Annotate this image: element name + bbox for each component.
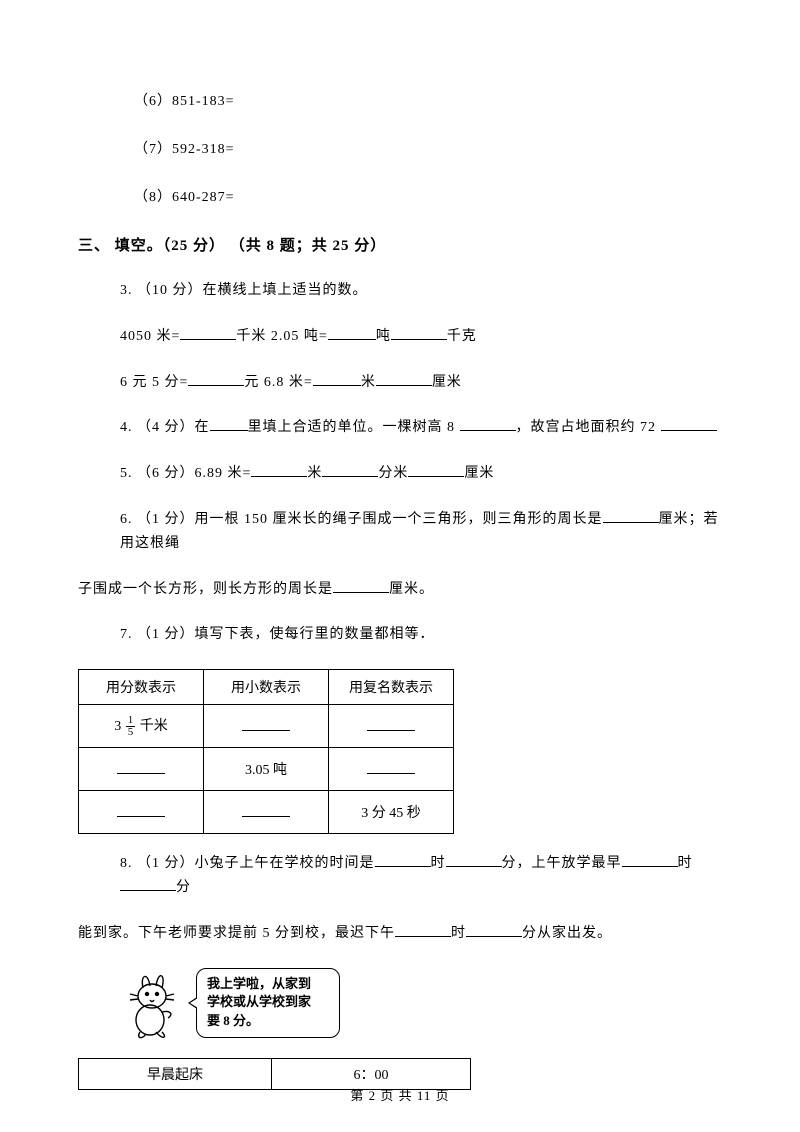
blank[interactable] bbox=[408, 462, 464, 477]
page: （6）851-183= （7）592-318= （8）640-287= 三、 填… bbox=[0, 0, 800, 1132]
blank[interactable] bbox=[661, 416, 717, 431]
blank[interactable] bbox=[210, 416, 248, 431]
blank[interactable] bbox=[313, 371, 361, 386]
blank[interactable] bbox=[322, 462, 378, 477]
p3-l1-c: 吨 bbox=[376, 329, 391, 344]
calc-q7: （7）592-318= bbox=[134, 138, 722, 158]
frac-num: 1 bbox=[126, 715, 136, 727]
p4-b: 里填上合适的单位。一棵树高 8 bbox=[248, 420, 460, 435]
t7-r1c3[interactable] bbox=[329, 705, 454, 748]
p3-l2-a: 6 元 5 分= bbox=[120, 375, 188, 390]
p4-a: 4. （4 分）在 bbox=[120, 420, 210, 435]
bubble-l1: 我上学啦，从家到 bbox=[207, 975, 329, 994]
t7-r1c1-pre: 3 bbox=[114, 719, 125, 734]
p3-l1-d: 千克 bbox=[447, 329, 477, 344]
problem-6-line2: 子围成一个长方形，则长方形的周长是 厘米。 bbox=[78, 578, 722, 602]
calc-q6: （6）851-183= bbox=[134, 90, 722, 110]
p3-l1-a: 4050 米= bbox=[120, 329, 180, 344]
p8-f: 能到家。下午老师要求提前 5 分到校，最迟下午 bbox=[78, 926, 395, 941]
problem-3-head: 3. （10 分）在横线上填上适当的数。 bbox=[120, 279, 722, 303]
blank[interactable] bbox=[251, 462, 307, 477]
blank[interactable] bbox=[375, 852, 431, 867]
speech-bubble: 我上学啦，从家到 学校或从学校到家 要 8 分。 bbox=[196, 968, 340, 1039]
t7-r3c2[interactable] bbox=[204, 791, 329, 834]
blank[interactable] bbox=[328, 325, 376, 340]
t7-r3c3: 3 分 45 秒 bbox=[329, 791, 454, 834]
bunny-illustration: 我上学啦，从家到 学校或从学校到家 要 8 分。 bbox=[120, 968, 722, 1044]
frac-den: 5 bbox=[126, 727, 136, 738]
p5-a: 5. （6 分）6.89 米= bbox=[120, 466, 251, 481]
p8-h: 分从家出发。 bbox=[522, 926, 612, 941]
t7-r2c2: 3.05 吨 bbox=[204, 748, 329, 791]
p8-e: 分 bbox=[176, 880, 191, 895]
blank[interactable] bbox=[395, 922, 451, 937]
p8-c: 分，上午放学最早 bbox=[502, 856, 622, 871]
blank[interactable] bbox=[466, 922, 522, 937]
blank[interactable] bbox=[446, 852, 502, 867]
t7-r2c1[interactable] bbox=[79, 748, 204, 791]
p4-c: ，故宫占地面积约 72 bbox=[516, 420, 661, 435]
blank[interactable] bbox=[242, 802, 290, 817]
blank[interactable] bbox=[120, 876, 176, 891]
p8-d: 时 bbox=[678, 856, 693, 871]
p5-c: 分米 bbox=[378, 466, 408, 481]
p3-l2-b: 元 6.8 米= bbox=[244, 375, 312, 390]
t7-h3: 用复名数表示 bbox=[329, 670, 454, 705]
fraction-1-5: 15 bbox=[126, 715, 136, 738]
p8-a: 8. （1 分）小兔子上午在学校的时间是 bbox=[120, 856, 375, 871]
blank[interactable] bbox=[188, 371, 244, 386]
table-7: 用分数表示 用小数表示 用复名数表示 3 15 千米 3.05 吨 3 分 45… bbox=[78, 669, 454, 834]
blank[interactable] bbox=[603, 508, 659, 523]
blank[interactable] bbox=[333, 578, 389, 593]
blank[interactable] bbox=[460, 416, 516, 431]
p6-d: 厘米。 bbox=[389, 582, 434, 597]
t7-r3c1[interactable] bbox=[79, 791, 204, 834]
problem-8-line2: 能到家。下午老师要求提前 5 分到校，最迟下午 时 分从家出发。 bbox=[78, 922, 722, 946]
p6-c: 子围成一个长方形，则长方形的周长是 bbox=[78, 582, 333, 597]
blank[interactable] bbox=[367, 759, 415, 774]
t7-r1c2[interactable] bbox=[204, 705, 329, 748]
problem-3-line2: 6 元 5 分= 元 6.8 米= 米 厘米 bbox=[120, 371, 722, 395]
blank[interactable] bbox=[117, 802, 165, 817]
t7-h1: 用分数表示 bbox=[79, 670, 204, 705]
problem-5: 5. （6 分）6.89 米= 米 分米 厘米 bbox=[120, 462, 722, 486]
blank[interactable] bbox=[391, 325, 447, 340]
problem-4: 4. （4 分）在 里填上合适的单位。一棵树高 8 ，故宫占地面积约 72 bbox=[120, 416, 722, 440]
t7-h2: 用小数表示 bbox=[204, 670, 329, 705]
page-footer: 第 2 页 共 11 页 bbox=[0, 1085, 800, 1104]
blank[interactable] bbox=[622, 852, 678, 867]
problem-8-line1: 8. （1 分）小兔子上午在学校的时间是 时 分，上午放学最早 时分 bbox=[120, 852, 722, 900]
blank[interactable] bbox=[367, 716, 415, 731]
p5-b: 米 bbox=[307, 466, 322, 481]
bubble-l3: 要 8 分。 bbox=[207, 1012, 329, 1031]
p8-g: 时 bbox=[451, 926, 466, 941]
problem-7-head: 7. （1 分）填写下表，使每行里的数量都相等． bbox=[120, 623, 722, 647]
p3-l1-b: 千米 2.05 吨= bbox=[236, 329, 327, 344]
problem-6-line1: 6. （1 分）用一根 150 厘米长的绳子围成一个三角形，则三角形的周长是厘米… bbox=[120, 508, 722, 556]
bunny-icon bbox=[120, 968, 190, 1044]
p5-d: 厘米 bbox=[464, 466, 494, 481]
section-3-heading: 三、 填空。（25 分） （共 8 题；共 25 分） bbox=[78, 234, 722, 255]
p8-b: 时 bbox=[431, 856, 446, 871]
t7-r2c3[interactable] bbox=[329, 748, 454, 791]
p6-a: 6. （1 分）用一根 150 厘米长的绳子围成一个三角形，则三角形的周长是 bbox=[120, 512, 603, 527]
p3-l2-c: 米 bbox=[361, 375, 376, 390]
calc-q8: （8）640-287= bbox=[134, 186, 722, 206]
blank[interactable] bbox=[376, 371, 432, 386]
blank[interactable] bbox=[242, 716, 290, 731]
blank[interactable] bbox=[117, 759, 165, 774]
p3-l2-d: 厘米 bbox=[432, 375, 462, 390]
problem-3-line1: 4050 米= 千米 2.05 吨= 吨 千克 bbox=[120, 325, 722, 349]
blank[interactable] bbox=[180, 325, 236, 340]
bubble-l2: 学校或从学校到家 bbox=[207, 993, 329, 1012]
t7-r1c1-post: 千米 bbox=[136, 719, 168, 734]
t7-r1c1: 3 15 千米 bbox=[79, 705, 204, 748]
